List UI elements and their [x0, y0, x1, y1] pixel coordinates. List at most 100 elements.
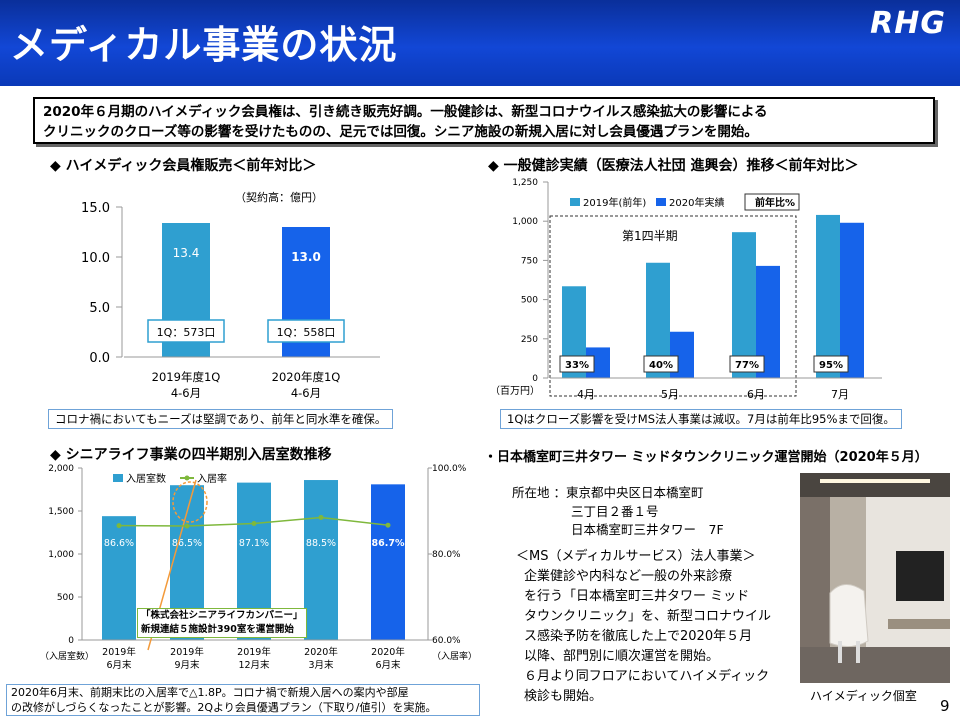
chart1-ytick: 10.0 — [81, 251, 110, 266]
chart1-ytick: 15.0 — [81, 201, 110, 216]
chart3-xtick: 6月末 — [375, 659, 401, 671]
summary-box: 2020年６月期のハイメディック会員権は、引き続き販売好調。一般健診は、新型コロ… — [33, 97, 935, 144]
legend-ratio: 前年比% — [755, 196, 795, 209]
chart1-ytick: 5.0 — [89, 301, 110, 316]
ms-line-6: 以降、部門別に順次運営を開始。 — [524, 649, 720, 664]
chart3-xtick: 12月末 — [238, 659, 270, 671]
chart1-xtick: 4-6月 — [291, 386, 321, 400]
clinic-room-photo — [800, 473, 950, 683]
section3-note-line1: 2020年6月末、前期末比の入居率で△1.8P。コロナ禍で新規入居への案内や部屋 — [11, 686, 409, 699]
chart1-bars: 13.4 1Q：573口 13.0 1Q：558口 — [147, 223, 345, 357]
address-label: 所在地 — [512, 485, 550, 500]
chart2-legend: 2019年(前年) 2020年実績 前年比% — [570, 193, 800, 211]
ms-line-4: タウンクリニック」を、新型コロナウイル — [524, 609, 772, 624]
ms-line-8: 検診も開始。 — [524, 689, 603, 704]
chart3-y2tick: 80.0% — [432, 550, 461, 560]
chart3-left-unit: （入居室数） — [40, 650, 94, 662]
chart3-rate-point — [116, 523, 122, 529]
chart1-box-label: 1Q：558口 — [277, 326, 336, 339]
chart3-ytick: 2,000 — [48, 464, 74, 474]
chart3-xtick: 6月末 — [106, 659, 132, 671]
section1-note: コロナ禍においてもニーズは堅調であり、前年と同水準を確保。 — [48, 409, 394, 429]
chart2-ratio-label: 33% — [565, 360, 589, 371]
chart2-xtick: 6月 — [747, 388, 765, 401]
chart3-rate-point — [251, 520, 257, 526]
chart3-x-axis: 2019年6月末2019年9月末2019年12月末2020年3月末2020年6月… — [102, 646, 405, 671]
chart3-rate-point — [318, 514, 324, 520]
chart2-y-axis: 1,250 1,000 750 500 250 0 — [512, 178, 549, 384]
highlight-circle — [172, 481, 208, 523]
legend-2020: 2020年実績 — [669, 196, 724, 209]
chart3-xtick: 2020年 — [304, 646, 338, 658]
chart3-rate-label: 88.5% — [306, 538, 336, 549]
chart3-xtick: 2019年 — [102, 646, 136, 658]
senior-occupancy-chart: 2,000 1,500 1,000 500 0 100.0% 80.0% 60.0% 入居室… — [40, 464, 477, 671]
chart3-rate-label: 86.5% — [172, 538, 202, 549]
section3-note: 2020年6月末、前期末比の入居率で△1.8P。コロナ禍で新規入居への案内や部屋… — [6, 684, 480, 716]
chart2-unit: （百万円） — [490, 385, 540, 397]
chart2-ytick: 500 — [521, 296, 538, 306]
page-title: メディカル事業の状況 — [10, 23, 398, 67]
chart2-x-axis: 4月 5月 6月 7月 — [577, 388, 849, 401]
summary-line-1: 2020年６月期のハイメディック会員権は、引き続き販売好調。一般健診は、新型コロ… — [43, 104, 768, 120]
legend-rate: 入居率 — [197, 472, 227, 485]
chart3-xtick: 2019年 — [170, 646, 204, 658]
chart2-ytick: 0 — [532, 374, 538, 384]
chart3-xtick: 3月末 — [308, 659, 334, 671]
chart3-xtick: 2019年 — [237, 646, 271, 658]
photo-caption: ハイメディック個室 — [810, 689, 917, 703]
chart3-ytick: 500 — [57, 593, 74, 603]
chart3-y2-axis: 100.0% 80.0% 60.0% — [427, 464, 467, 646]
chart2-ratio-label: 95% — [819, 360, 843, 371]
chart3-bar — [371, 484, 405, 640]
chart3-ytick: 1,500 — [48, 507, 74, 517]
chart2-ytick: 1,000 — [512, 217, 538, 227]
chart2-ratio-label: 77% — [735, 360, 759, 371]
chart3-xtick: 9月末 — [174, 659, 200, 671]
chart1-x-axis: 2019年度1Q 4-6月 2020年度1Q 4-6月 — [152, 370, 341, 400]
ms-line-7: ６月より同フロアにおいてハイメディック — [524, 669, 770, 684]
chart3-ytick: 1,000 — [48, 550, 74, 560]
chart1-xtick: 2020年度1Q — [272, 370, 341, 384]
company-logo: RHG — [870, 6, 946, 41]
address-line-2: 三丁目２番１号 — [571, 503, 659, 519]
chart1-unit: （契約高：億円） — [235, 190, 323, 204]
section1-title: ◆ ハイメディック会員権販売＜前年対比＞ — [50, 158, 317, 174]
chart1-box-label: 1Q：573口 — [157, 326, 216, 339]
chart2-bar — [732, 232, 756, 378]
chart3-rate-point — [184, 523, 190, 529]
chart1-xtick: 2019年度1Q — [152, 370, 221, 384]
address-line-1: ：東京都中央区日本橋室町 — [553, 485, 704, 500]
chart3-bar — [102, 516, 136, 640]
page-number: 9 — [940, 697, 950, 715]
chart3-bar — [304, 480, 338, 640]
section4-title: ・日本橋室町三井タワー ミッドタウンクリニック運営開始（2020年５月） — [484, 450, 928, 465]
chart3-rate-point — [385, 522, 391, 528]
chart2-ytick: 1,250 — [512, 178, 538, 188]
chart1-value-label: 13.4 — [173, 246, 200, 260]
section3-note-line2: の改修がしづらくなったことが影響。2Qより会員優遇プラン（下取り/値引）を実施。 — [11, 701, 437, 714]
summary-line-2: クリニックのクローズ等の影響を受けたものの、足元では回復。シニア施設の新規入居に… — [43, 124, 758, 140]
chart3-rate-label: 86.6% — [104, 538, 134, 549]
membership-sales-chart: （契約高：億円） 15.010.05.00.0 13.41Q：573口13.01… — [81, 190, 380, 400]
health-checkup-chart: 1,250 1,000 750 500 250 0 第1四半期 2019年(前年) 202… — [490, 178, 882, 401]
quarter-box — [549, 215, 797, 397]
quarter-label: 第1四半期 — [622, 229, 678, 243]
ms-description: ＜MS（メディカルサービス）法人事業＞ 企業健診や内科など一般の外来診療 を行う… — [516, 547, 771, 707]
chart3-rate-label: 86.7% — [372, 538, 405, 549]
chart3-y2tick: 100.0% — [432, 464, 467, 474]
annotation-line-1: 「株式会社シニアライフカンパニー」 — [141, 610, 303, 621]
chart2-ytick: 250 — [521, 335, 538, 345]
chart3-rate-label: 87.1% — [239, 538, 269, 549]
chart2-ytick: 750 — [521, 256, 538, 266]
ms-line-1: ＜MS（メディカルサービス）法人事業＞ — [516, 549, 756, 564]
chart1-xtick: 4-6月 — [171, 386, 201, 400]
legend-2019: 2019年(前年) — [583, 196, 646, 209]
chart1-ytick: 0.0 — [89, 351, 110, 366]
chart2-bars: 33% 40% 77% 95% — [559, 214, 864, 378]
chart3-y-axis: 2,000 1,500 1,000 500 0 — [48, 464, 83, 646]
ms-line-2: 企業健診や内科など一般の外来診療 — [524, 569, 733, 584]
chart2-ratio-label: 40% — [649, 360, 673, 371]
chart2-xtick: 4月 — [577, 388, 595, 401]
chart2-bar — [816, 214, 840, 378]
